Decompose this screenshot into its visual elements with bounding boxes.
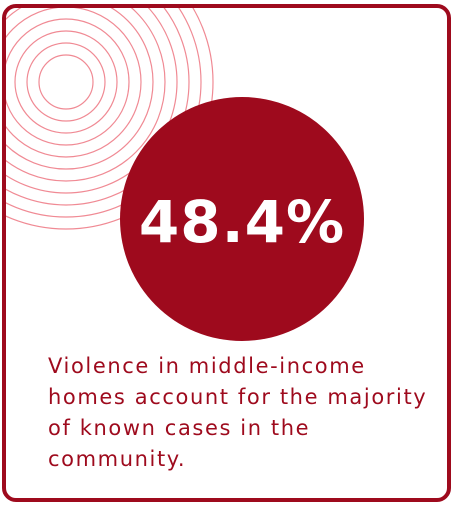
stat-caption: Violence in middle-income homes account …: [48, 354, 428, 471]
stat-value: 48.4%: [138, 188, 346, 256]
concentric-rings-decoration: [6, 8, 214, 230]
stat-circle: 48.4%: [120, 97, 364, 341]
stat-card: 48.4% Violence in middle-income homes ac…: [2, 4, 451, 502]
